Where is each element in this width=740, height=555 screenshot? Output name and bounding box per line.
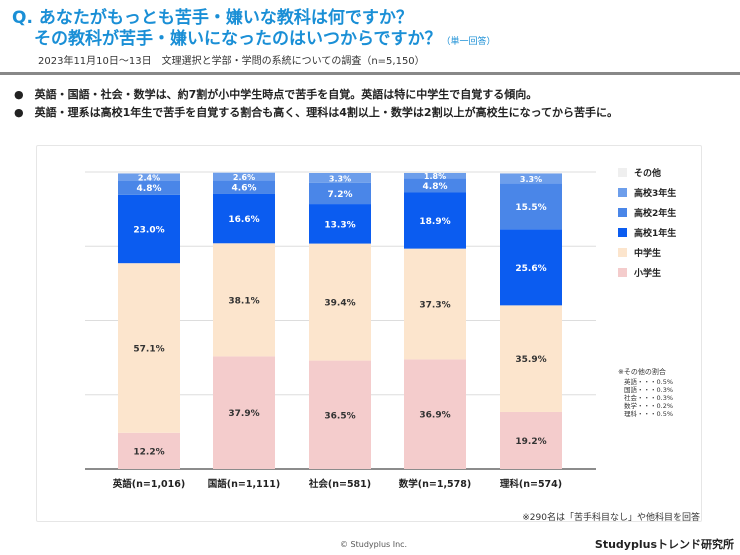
title-line1: あなたがもっとも苦手・嫌いな教科は何ですか？ xyxy=(38,8,413,28)
bar-segment xyxy=(118,432,180,469)
bar-segment xyxy=(213,243,275,357)
data-label: 18.9% xyxy=(419,217,450,227)
bar-segment xyxy=(404,359,466,469)
data-label: 4.8% xyxy=(137,184,162,194)
data-label: 13.3% xyxy=(324,220,355,230)
bar-segment xyxy=(500,229,562,306)
bar-segment xyxy=(309,182,371,205)
bar-segment xyxy=(404,172,466,179)
bar-segment xyxy=(118,263,180,433)
bar-segment xyxy=(118,172,180,174)
bar-segment xyxy=(118,173,180,181)
data-label: 19.2% xyxy=(515,437,546,447)
brand-logo: Studyplusトレンド研究所 xyxy=(594,538,734,551)
legend-swatch xyxy=(618,208,627,217)
data-label: 57.1% xyxy=(133,344,164,354)
other-note-title: ※その他の割合 xyxy=(618,367,666,376)
other-note-line: 社会・・・0.3% xyxy=(624,393,673,402)
legend-label: 高校3年生 xyxy=(634,187,676,199)
category-label: 社会(n=581) xyxy=(308,478,371,490)
legend-swatch xyxy=(618,268,627,277)
bar-segment xyxy=(213,193,275,244)
bar-segment xyxy=(309,172,371,183)
legend-swatch xyxy=(618,248,627,257)
bar-segment xyxy=(213,172,275,181)
bar-segment xyxy=(500,173,562,184)
data-label: 1.8% xyxy=(424,172,446,181)
data-label: 37.3% xyxy=(419,301,450,311)
legend-label: 中学生 xyxy=(634,247,661,259)
question-title: Q. あなたがもっとも苦手・嫌いな教科は何ですか？ その教科が苦手・嫌いになった… xyxy=(12,8,496,53)
category-label: 英語(n=1,016) xyxy=(113,478,185,490)
legend-swatch xyxy=(618,228,627,237)
data-label: 35.9% xyxy=(515,355,546,365)
bar-segment xyxy=(118,194,180,264)
other-note-line: 国語・・・0.3% xyxy=(624,385,673,394)
bar-segment xyxy=(309,243,371,361)
bar-segment xyxy=(404,248,466,360)
bullet-text: 英語・国語・社会・数学は、約7割が小中学生時点で苦手を自覚。英語は特に中学生で自… xyxy=(34,88,538,101)
answer-type: （単一回答） xyxy=(441,37,496,47)
data-label: 36.5% xyxy=(324,411,355,421)
bar-segment xyxy=(500,305,562,412)
legend-label: 小学生 xyxy=(633,267,661,279)
legend-swatch xyxy=(618,168,627,177)
data-label: 16.6% xyxy=(228,215,259,225)
data-label: 2.6% xyxy=(233,173,255,182)
data-label: 3.3% xyxy=(329,174,351,183)
data-label: 2.4% xyxy=(138,174,160,183)
bar-segment xyxy=(213,180,275,194)
bar-segment xyxy=(118,180,180,195)
legend-label: その他 xyxy=(634,167,661,179)
bullet-1: ● 英語・国語・社会・数学は、約7割が小中学生時点で苦手を自覚。英語は特に中学生… xyxy=(14,88,538,101)
copyright: © Studyplus Inc. xyxy=(340,540,408,549)
bar-segment xyxy=(500,172,562,174)
data-label: 3.3% xyxy=(520,175,542,184)
category-label: 数学(n=1,578) xyxy=(398,478,471,490)
category-label: 国語(n=1,111) xyxy=(208,478,280,490)
data-label: 37.9% xyxy=(228,409,259,419)
bar-segment xyxy=(500,183,562,230)
other-note-line: 英語・・・0.5% xyxy=(624,377,673,386)
data-label: 39.4% xyxy=(324,299,355,309)
legend-label: 高校1年生 xyxy=(634,227,676,239)
title-line2: その教科が苦手・嫌いになったのはいつからですか？ xyxy=(34,29,442,49)
bar-segment xyxy=(213,356,275,469)
bar-segment xyxy=(404,178,466,193)
legend-swatch xyxy=(618,188,627,197)
data-label: 15.5% xyxy=(515,203,546,213)
bar-segment xyxy=(309,172,371,173)
data-label: 12.2% xyxy=(133,447,164,457)
legend-label: 高校2年生 xyxy=(634,207,676,219)
divider xyxy=(0,72,740,75)
data-label: 7.2% xyxy=(328,190,353,200)
q-prefix: Q. xyxy=(12,8,33,28)
data-label: 4.6% xyxy=(232,184,257,194)
data-label: 36.9% xyxy=(419,411,450,421)
bullet-text: 英語・理系は高校1年生で苦手を自覚する割合も高く、理科は4割以上・数学は2割以上… xyxy=(34,106,619,119)
data-label: 38.1% xyxy=(228,296,259,306)
bar-segment xyxy=(213,171,275,173)
other-note-line: 数学・・・0.2% xyxy=(624,401,673,410)
bar-segment xyxy=(404,192,466,249)
survey-info: 2023年11月10日～13日 文理選択と学部・学問の系統についての調査（n=5… xyxy=(38,56,425,67)
data-label: 23.0% xyxy=(133,226,164,236)
other-note-line: 理科・・・0.5% xyxy=(624,409,673,418)
data-label: 4.8% xyxy=(423,182,448,192)
bar-segment xyxy=(404,172,466,173)
bar-segment xyxy=(309,204,371,244)
bar-segment xyxy=(500,411,562,469)
data-label: 25.6% xyxy=(515,264,546,274)
bar-segment xyxy=(309,360,371,469)
footnote: ※290名は「苦手科目なし」や他科目を回答 xyxy=(522,513,700,523)
bullet-2: ● 英語・理系は高校1年生で苦手を自覚する割合も高く、理科は4割以上・数学は2割… xyxy=(14,106,619,119)
category-label: 理科(n=574) xyxy=(500,478,562,490)
